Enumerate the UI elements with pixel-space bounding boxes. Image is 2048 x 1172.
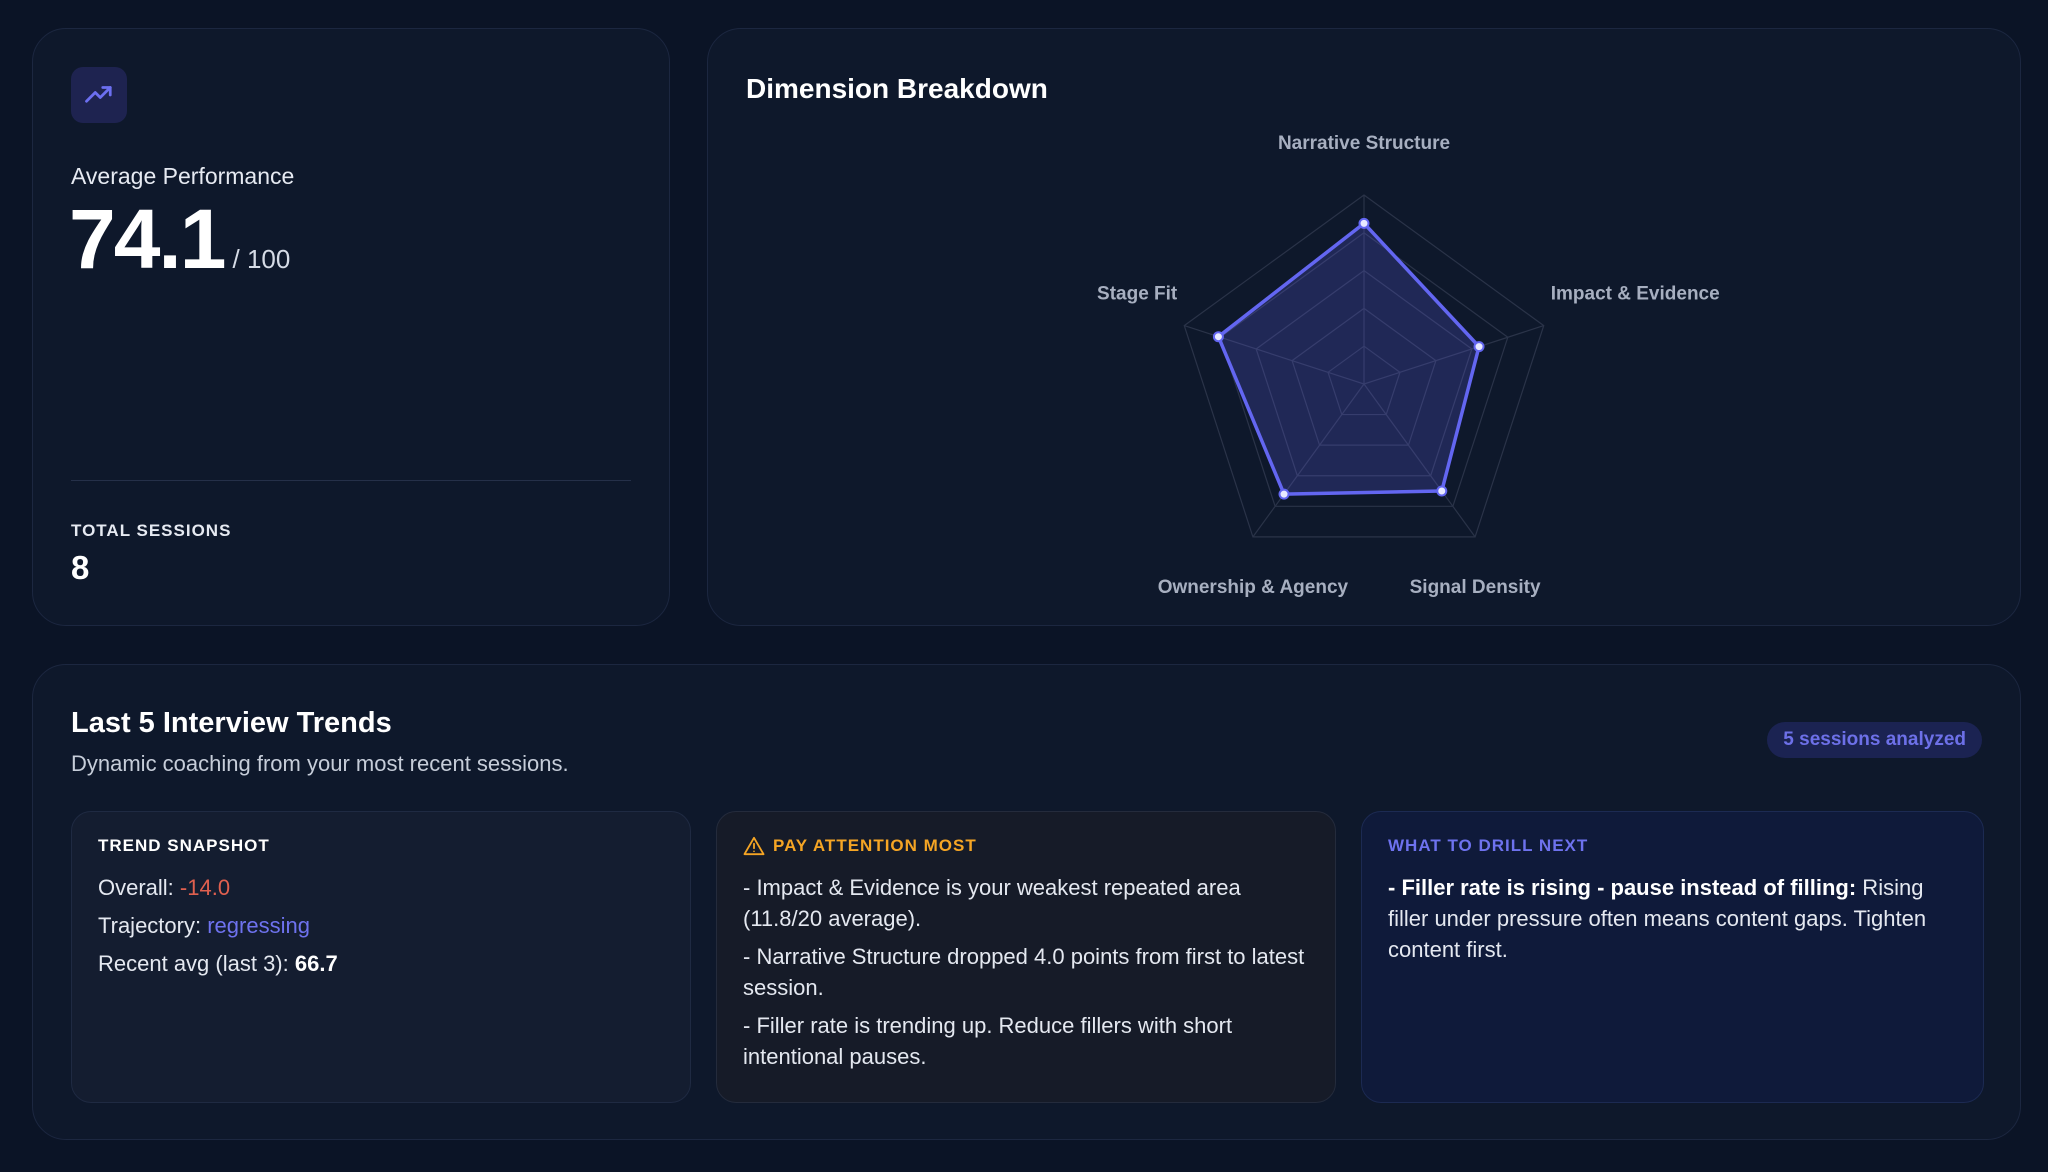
score-max: / 100: [232, 244, 291, 274]
radar-data-point: [1436, 485, 1448, 497]
average-performance-label: Average Performance: [71, 163, 295, 189]
pay-attention-panel: PAY ATTENTION MOST - Impact & Evidence i…: [716, 811, 1336, 1103]
radar-data-point: [1278, 488, 1290, 500]
trending-up-icon: [71, 67, 127, 123]
radar-axis-label: Impact & Evidence: [1551, 284, 1720, 305]
radar-grid-ring: [1291, 307, 1437, 446]
pay-attention-heading: PAY ATTENTION MOST: [743, 836, 1309, 856]
attention-item: - Impact & Evidence is your weakest repe…: [743, 875, 1241, 931]
average-performance-card: Average Performance 74.1 / 100 TOTAL SES…: [32, 28, 670, 626]
radar-axis-line: [1252, 383, 1365, 538]
total-sessions-label: TOTAL SESSIONS: [71, 521, 232, 540]
radar-grid-ring: [1183, 194, 1545, 538]
recent-avg-row: Recent avg (last 3): 66.7: [98, 951, 338, 976]
sessions-analyzed-badge: 5 sessions analyzed: [1767, 722, 1982, 758]
trends-title: Last 5 Interview Trends: [71, 707, 392, 739]
dimension-breakdown-card: Dimension Breakdown Narrative Structure I…: [707, 28, 2021, 626]
radar-axis-label: Stage Fit: [1097, 284, 1178, 305]
radar-title: Dimension Breakdown: [746, 73, 1048, 104]
radar-axis-line: [1363, 383, 1476, 538]
radar-axis-label: Narrative Structure: [1278, 133, 1450, 154]
trend-snapshot-panel: TREND SNAPSHOT Overall: -14.0 Trajectory…: [71, 811, 691, 1103]
drill-next-heading: WHAT TO DRILL NEXT: [1388, 836, 1589, 855]
radar-grid-ring: [1219, 232, 1509, 507]
attention-item: - Filler rate is trending up. Reduce fil…: [743, 1013, 1233, 1069]
trend-snapshot-heading: TREND SNAPSHOT: [98, 836, 270, 855]
overall-value: -14.0: [179, 875, 231, 900]
score-value: 74.1: [69, 192, 226, 286]
drill-next-panel: WHAT TO DRILL NEXT - Filler rate is risi…: [1361, 811, 1984, 1103]
radar-data-point: [1358, 217, 1370, 229]
interview-trends-card: Last 5 Interview Trends Dynamic coaching…: [32, 664, 2021, 1140]
trends-subtitle: Dynamic coaching from your most recent s…: [71, 751, 569, 776]
total-sessions-value: 8: [71, 549, 90, 586]
radar-grid-ring: [1255, 269, 1473, 477]
radar-series-area: [1216, 221, 1481, 496]
radar-axis-line: [1363, 325, 1544, 385]
recent-avg-value: 66.7: [294, 951, 338, 976]
radar-grid-ring: [1327, 345, 1401, 416]
radar-data-point: [1212, 331, 1224, 343]
attention-item: - Narrative Structure dropped 4.0 points…: [743, 944, 1305, 1000]
trajectory-row: Trajectory: regressing: [98, 913, 310, 938]
divider: [71, 480, 631, 481]
radar-axis-label: Ownership & Agency: [1158, 577, 1349, 598]
warning-icon: [743, 836, 765, 856]
drill-recommendation: - Filler rate is rising - pause instead …: [1388, 875, 1927, 962]
radar-chart: Narrative Structure Impact & Evidence Sign…: [1097, 133, 1720, 598]
average-performance-score: 74.1 / 100: [69, 191, 290, 288]
radar-data-point: [1473, 341, 1485, 353]
trajectory-value: regressing: [207, 913, 310, 938]
radar-axis-label: Signal Density: [1410, 577, 1541, 598]
overall-row: Overall: -14.0: [98, 875, 231, 900]
